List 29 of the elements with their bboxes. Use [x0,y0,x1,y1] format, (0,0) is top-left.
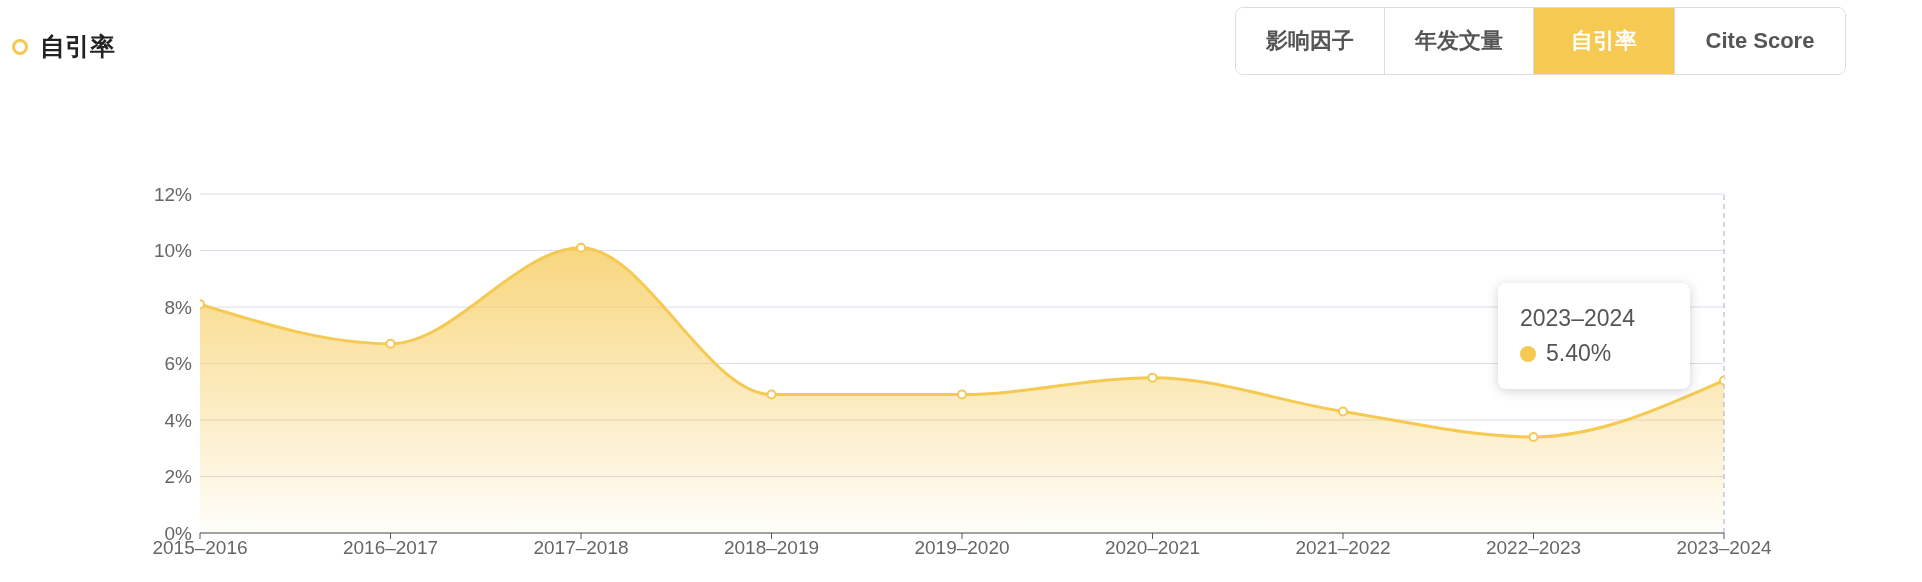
text: 自引率 [1533,8,1674,74]
point [957,389,967,400]
y-tick-label: 10% [153,240,193,262]
point [576,242,586,253]
x-tick-label: 2020–2021 [1104,537,1201,559]
y-tick-label: 4% [164,409,193,431]
text: 影响因子 [1236,8,1384,74]
x-tick-label: 2022–2023 [1485,537,1582,559]
point [1338,406,1348,417]
point [1528,431,1539,442]
x-tick-label: 2019–2020 [914,537,1010,559]
point [766,389,777,400]
x-tick-label: 2023–2024 [1676,537,1772,559]
text: Cite Score [1674,8,1845,74]
x-tick-label: 2018–2019 [723,537,820,559]
y-tick-label: 6% [164,353,193,375]
popup-card: 2023–2024 5.40% [1498,283,1690,390]
text: 年发文量 [1384,8,1533,74]
y-tick-label: 12% [153,183,193,205]
annotation: 2023–2024 [1520,305,1637,333]
y-tick-label: 8% [164,296,193,318]
x-tick-label: 2017–2018 [533,537,629,559]
point [1147,372,1158,383]
annotation: 5.40% [1546,340,1612,368]
point [385,338,396,349]
chart-title: 自引率 [40,31,115,62]
x-tick-label: 2016–2017 [342,537,439,559]
y-tick-label: 2% [164,466,193,488]
x-tick-label: 2021–2022 [1295,537,1391,559]
